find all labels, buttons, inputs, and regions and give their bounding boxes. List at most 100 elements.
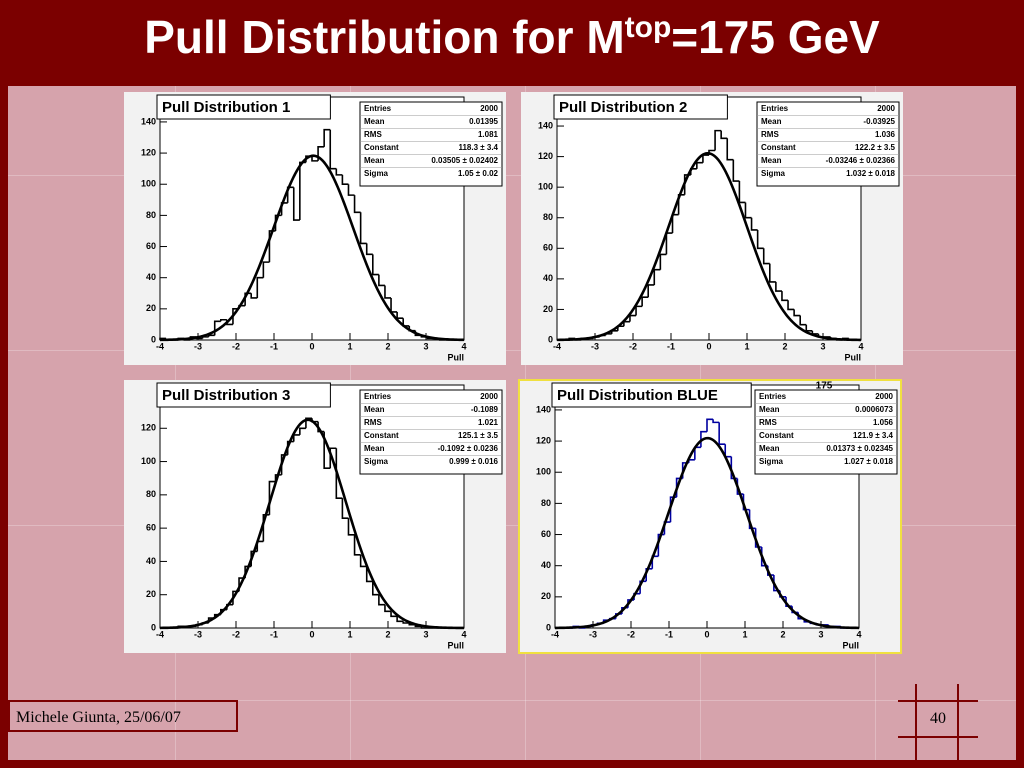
stats-value: 1.027 ± 0.018 (844, 457, 893, 466)
page-number: 40 (898, 700, 978, 738)
y-tick-label: 20 (543, 304, 553, 314)
x-tick-label: 3 (818, 629, 823, 639)
y-tick-label: 60 (543, 243, 553, 253)
histogram-bin (256, 276, 264, 298)
histogram-bin (347, 184, 355, 196)
histogram-title: Pull Distribution BLUE (557, 387, 718, 404)
histogram-bin (244, 292, 252, 306)
histogram-bin (378, 274, 385, 287)
x-axis-label: Pull (447, 352, 464, 362)
y-tick-label: 120 (141, 423, 156, 433)
x-axis-label: Pull (447, 640, 464, 650)
x-tick-label: 3 (820, 341, 825, 351)
stats-value: -0.1089 (471, 405, 499, 414)
y-tick-label: 80 (146, 489, 156, 499)
x-tick-label: -3 (591, 341, 599, 351)
x-tick-label: 4 (858, 341, 863, 351)
histogram-bin (341, 498, 349, 519)
y-tick-label: 140 (141, 116, 156, 126)
x-tick-label: -4 (156, 341, 164, 351)
x-tick-label: -1 (665, 629, 673, 639)
stats-value: -0.03246 ± 0.02366 (826, 156, 896, 165)
y-tick-label: 20 (146, 589, 156, 599)
stats-label: Constant (759, 431, 794, 440)
stats-value: 118.3 ± 3.4 (458, 143, 498, 152)
y-tick-label: 40 (541, 560, 551, 570)
stats-label: RMS (364, 418, 382, 427)
y-tick-label: 40 (543, 273, 553, 283)
histogram-bin (762, 248, 770, 265)
stats-label: Mean (759, 405, 780, 414)
histogram-bin (742, 494, 750, 511)
stats-value: 121.9 ± 3.4 (853, 431, 894, 440)
x-tick-label: 1 (347, 629, 352, 639)
stats-value: 125.1 ± 3.5 (458, 431, 499, 440)
stats-value: -0.1092 ± 0.0236 (438, 444, 499, 453)
histogram-bin (311, 156, 319, 162)
stats-value: 2000 (480, 392, 498, 401)
fit-curve (159, 154, 465, 342)
fit-curve (159, 418, 465, 630)
x-tick-label: 2 (780, 629, 785, 639)
x-tick-label: -4 (156, 629, 164, 639)
histogram-bin (396, 616, 404, 623)
stats-value: 2000 (480, 104, 498, 113)
histogram-bin (720, 130, 728, 140)
stats-label: Constant (761, 143, 796, 152)
title-box (553, 94, 728, 120)
y-tick-label: 0 (151, 334, 156, 344)
stats-label: Constant (364, 143, 399, 152)
histogram-bin (365, 243, 373, 256)
y-tick-label: 80 (146, 210, 156, 220)
histogram-bin (262, 514, 270, 542)
stats-value: 0.0006073 (855, 405, 893, 414)
x-tick-label: 3 (423, 629, 428, 639)
y-tick-label: 40 (146, 556, 156, 566)
title-box (156, 94, 331, 120)
y-tick-label: 0 (151, 622, 156, 632)
histogram-bin (714, 129, 722, 151)
stats-label: Entries (759, 392, 787, 401)
x-tick-label: -1 (270, 341, 278, 351)
stats-label: Mean (364, 405, 385, 414)
annotation: 175 (816, 381, 833, 392)
histogram-bin (659, 253, 667, 270)
y-tick-label: 100 (538, 182, 553, 192)
x-tick-label: -4 (551, 629, 559, 639)
y-tick-label: 140 (536, 404, 551, 414)
stats-value: 2000 (875, 392, 893, 401)
stats-value: 1.056 (873, 418, 894, 427)
x-tick-label: 1 (742, 629, 747, 639)
title-box (551, 382, 752, 408)
histogram-bin (744, 202, 752, 219)
histogram-bin (781, 291, 789, 302)
x-tick-label: 0 (309, 629, 314, 639)
histogram-bin (347, 518, 355, 536)
histogram-bin (641, 296, 649, 307)
x-axis-label: Pull (844, 352, 861, 362)
histogram-bin (390, 611, 398, 618)
y-tick-label: 0 (546, 622, 551, 632)
x-tick-label: 1 (744, 341, 749, 351)
x-tick-label: 0 (706, 341, 711, 351)
histogram-bin (732, 159, 740, 182)
x-tick-label: 0 (704, 629, 709, 639)
histogram-bin (645, 568, 653, 582)
x-tick-label: 1 (347, 341, 352, 351)
stats-label: RMS (759, 418, 777, 427)
y-tick-label: 60 (146, 241, 156, 251)
y-tick-label: 60 (541, 529, 551, 539)
histogram-bin (359, 212, 367, 245)
title-text: =175 GeV (671, 11, 880, 63)
title-box (156, 382, 331, 408)
fit-curve (556, 151, 862, 342)
histogram-bin (706, 418, 714, 432)
histogram-bin (250, 293, 258, 299)
x-tick-label: 3 (423, 341, 428, 351)
title-bar: Pull Distribution for Mtop=175 GeV (0, 0, 1024, 86)
slide-title: Pull Distribution for Mtop=175 GeV (0, 10, 1024, 64)
y-tick-label: 140 (538, 120, 553, 130)
